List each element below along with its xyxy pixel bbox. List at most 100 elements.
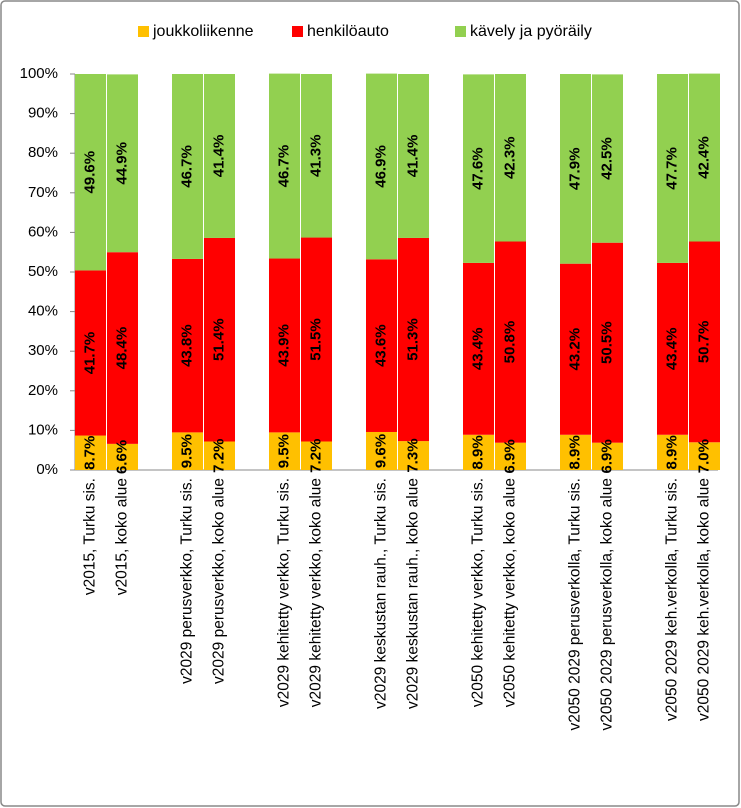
data-label: 42.4% — [695, 136, 712, 179]
bar-segment — [463, 74, 494, 263]
bar-segment — [366, 431, 397, 470]
data-label: 41.4% — [404, 135, 421, 178]
bar-segment — [398, 441, 429, 470]
data-label: 42.3% — [501, 136, 518, 179]
bar-segment — [301, 74, 332, 238]
data-label: 50.8% — [501, 321, 518, 364]
x-tick-label: v2029 kehitetty verkko, koko alue — [308, 478, 325, 707]
bar-segment — [560, 263, 591, 435]
data-label: 41.4% — [210, 135, 227, 178]
data-label: 51.3% — [404, 318, 421, 361]
y-tick-label: 10% — [28, 421, 58, 438]
x-tick-label: v2050 kehitetty verkko, Turku sis. — [470, 478, 487, 707]
bar-segment — [172, 258, 203, 433]
bar-segment — [204, 237, 235, 442]
data-label: 7.2% — [210, 439, 227, 473]
bar-segment — [689, 73, 720, 242]
bar-segment — [560, 434, 591, 470]
data-label: 43.2% — [566, 328, 583, 371]
data-label: 6.9% — [501, 439, 518, 473]
data-label: 8.9% — [566, 435, 583, 469]
y-tick-label: 60% — [28, 223, 58, 240]
legend-label: kävely ja pyöräily — [470, 23, 592, 40]
x-tick-label: v2050 2029 keh.verkolla, Turku sis. — [664, 478, 681, 721]
y-tick-label: 30% — [28, 342, 58, 359]
data-label: 7.3% — [404, 438, 421, 472]
data-label: 41.7% — [81, 332, 98, 375]
x-tick-label: v2050 kehitetty verkko, koko alue — [502, 478, 519, 707]
bar-segment — [495, 74, 526, 242]
data-label: 43.8% — [178, 324, 195, 367]
data-label: 9.5% — [178, 434, 195, 468]
bar-segment — [75, 435, 106, 470]
y-tick-label: 90% — [28, 105, 58, 122]
bar-segment — [172, 432, 203, 470]
data-label: 50.7% — [695, 321, 712, 364]
legend-swatch — [292, 26, 303, 37]
bar-segment — [463, 434, 494, 470]
y-tick-label: 70% — [28, 184, 58, 201]
x-tick-label: v2015, Turku sis. — [82, 478, 99, 595]
x-tick-label: v2029 perusverkko, Turku sis. — [179, 478, 196, 684]
data-label: 43.9% — [275, 324, 292, 367]
data-label: 6.9% — [598, 439, 615, 473]
y-tick-label: 50% — [28, 263, 58, 280]
data-label: 51.5% — [307, 318, 324, 361]
x-tick-label: v2029 kehitetty verkko, Turku sis. — [276, 478, 293, 707]
data-label: 51.4% — [210, 318, 227, 361]
bar-segment — [204, 441, 235, 470]
x-tick-label: v2029 perusverkko, koko alue — [211, 478, 228, 684]
bar-segment — [463, 262, 494, 435]
bar-segment — [689, 442, 720, 470]
data-label: 44.9% — [113, 142, 130, 185]
bar-segment — [495, 442, 526, 470]
y-tick-label: 20% — [28, 382, 58, 399]
data-label: 7.2% — [307, 439, 324, 473]
bar-segment — [107, 74, 138, 253]
legend-label: joukkoliikenne — [152, 23, 254, 40]
data-label: 43.4% — [469, 328, 486, 371]
data-label: 9.5% — [275, 434, 292, 468]
bar-segment — [269, 73, 300, 259]
data-label: 8.7% — [81, 436, 98, 470]
data-label: 46.9% — [372, 145, 389, 188]
y-tick-label: 80% — [28, 144, 58, 161]
bar-segment — [75, 74, 106, 271]
x-tick-label: v2029 keskustan rauh., Turku sis. — [373, 478, 390, 709]
bar-segment — [560, 74, 591, 264]
data-label: 49.6% — [81, 151, 98, 194]
bar-segment — [592, 442, 623, 470]
bar-segment — [204, 74, 235, 238]
y-tick-label: 100% — [20, 65, 58, 82]
bar-segment — [107, 252, 138, 444]
data-label: 46.7% — [275, 145, 292, 188]
x-tick-label: v2015, koko alue — [114, 478, 131, 595]
data-label: 7.0% — [695, 439, 712, 473]
bar-segment — [269, 432, 300, 470]
data-label: 47.7% — [663, 147, 680, 190]
bar-segment — [366, 259, 397, 432]
legend-swatch — [138, 26, 149, 37]
bar-segment — [301, 441, 332, 470]
x-tick-label: v2029 keskustan rauh., koko alue — [405, 478, 422, 709]
data-label: 6.6% — [113, 440, 130, 474]
bar-segment — [592, 74, 623, 243]
legend-label: henkilöauto — [307, 23, 389, 40]
bar-segment — [657, 74, 688, 263]
x-tick-label: v2050 2029 keh.verkolla, koko alue — [696, 478, 713, 721]
y-tick-label: 0% — [36, 461, 58, 478]
data-label: 8.9% — [663, 435, 680, 469]
bar-segment — [592, 242, 623, 443]
bar-segment — [398, 74, 429, 238]
x-tick-label: v2050 2029 perusverkolla, koko alue — [599, 478, 616, 730]
bar-segment — [689, 241, 720, 443]
bar-segment — [172, 74, 203, 259]
y-tick-label: 40% — [28, 303, 58, 320]
data-label: 46.7% — [178, 145, 195, 188]
bar-segment — [398, 237, 429, 442]
data-label: 43.4% — [663, 328, 680, 371]
bar-segment — [657, 434, 688, 470]
bar-segment — [107, 443, 138, 470]
data-label: 42.5% — [598, 137, 615, 180]
